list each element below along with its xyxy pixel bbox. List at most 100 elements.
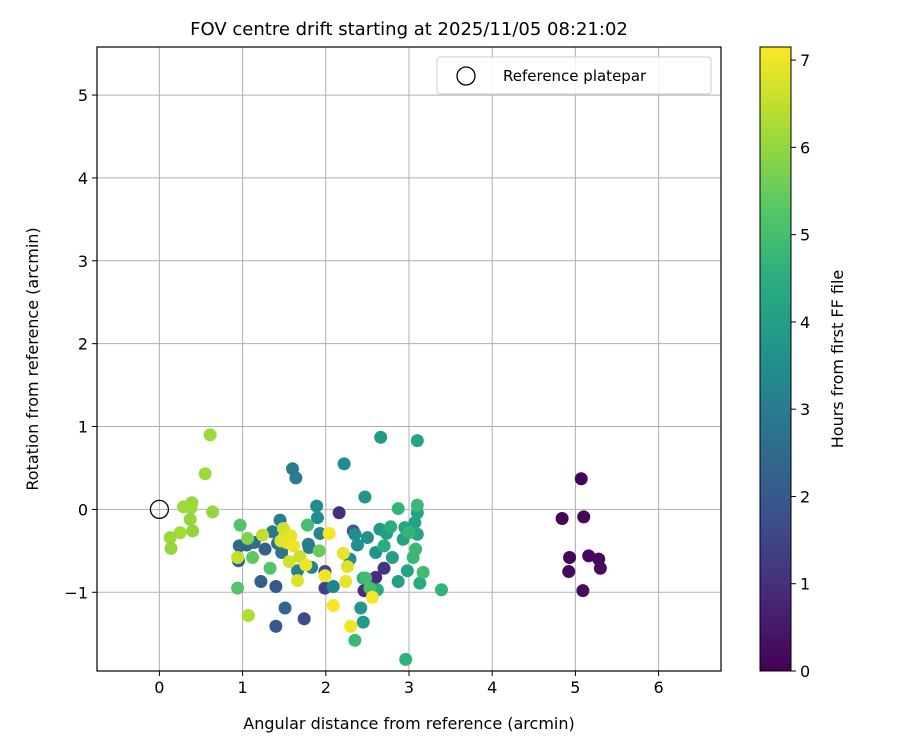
data-point [254, 575, 268, 589]
data-point [400, 564, 414, 578]
data-point [562, 565, 576, 579]
colorbar-ticks: 0 1 2 3 4 5 6 7 [791, 51, 810, 681]
x-tick-label: 1 [238, 678, 248, 697]
data-point [348, 527, 362, 541]
colorbar-tick-label: 2 [800, 487, 810, 506]
data-point [284, 529, 298, 543]
y-tick-label: 5 [78, 86, 88, 105]
data-point [318, 569, 332, 583]
data-point [574, 472, 588, 486]
data-point [385, 550, 399, 564]
grid [97, 47, 721, 671]
reference-platepar-marker [149, 499, 170, 520]
data-point [344, 619, 358, 633]
colorbar-gradient [759, 46, 792, 672]
colorbar-tick-label: 4 [800, 313, 810, 332]
y-axis-label: Rotation from reference (arcmin) [23, 227, 42, 490]
data-point [409, 542, 423, 556]
data-point [354, 601, 368, 615]
data-point [313, 526, 327, 540]
data-point [340, 560, 354, 574]
data-point [326, 599, 340, 613]
x-axis-label: Angular distance from reference (arcmin) [243, 714, 574, 733]
legend-label: Reference platepar [503, 67, 647, 85]
x-tick-label: 2 [321, 678, 331, 697]
data-point [302, 541, 316, 555]
data-point [233, 518, 247, 532]
colorbar-label: Hours from first FF file [828, 270, 847, 449]
data-point [269, 579, 283, 593]
data-point [369, 570, 383, 584]
y-tick-label: 4 [78, 169, 88, 188]
data-point [350, 538, 364, 552]
data-point [377, 561, 391, 575]
colorbar-tick-label: 5 [800, 226, 810, 245]
data-point [206, 505, 220, 519]
data-point [177, 500, 191, 514]
colorbar-tick-label: 6 [800, 138, 810, 157]
data-point [593, 561, 607, 575]
data-point [391, 575, 405, 589]
colorbar-tick-label: 1 [800, 575, 810, 594]
data-point [266, 525, 280, 539]
data-point [326, 579, 340, 593]
data-point [278, 601, 292, 615]
y-tick-label: 3 [78, 252, 88, 271]
data-point [399, 652, 413, 666]
colorbar-tick-label: 0 [800, 662, 810, 681]
data-point [391, 502, 405, 516]
data-point [241, 531, 255, 545]
data-point [231, 550, 245, 564]
x-axis-ticks: 0 1 2 3 4 5 6 [154, 671, 664, 697]
data-point [384, 520, 398, 534]
data-point [282, 555, 296, 569]
data-point [332, 506, 346, 520]
data-point [337, 457, 351, 471]
data-point [310, 499, 324, 513]
x-tick-label: 0 [154, 678, 164, 697]
x-tick-label: 6 [654, 678, 664, 697]
data-point [291, 574, 305, 588]
y-tick-label: 1 [78, 418, 88, 437]
colorbar-tick-label: 7 [800, 51, 810, 70]
data-point [339, 575, 353, 589]
y-tick-label: 0 [78, 500, 88, 519]
data-point [413, 576, 427, 590]
data-point [164, 541, 178, 555]
data-point [275, 545, 289, 559]
data-points [163, 428, 607, 666]
legend: Reference platepar [436, 56, 712, 95]
data-point [258, 542, 272, 556]
data-point [365, 590, 379, 604]
x-tick-label: 5 [570, 678, 580, 697]
legend-marker-hollow-circle [456, 66, 476, 86]
data-point [410, 498, 424, 512]
data-point [246, 550, 260, 564]
data-point [231, 581, 245, 595]
y-axis-ticks: −1 0 1 2 3 4 5 [64, 86, 97, 602]
data-point [582, 549, 596, 563]
data-point [186, 524, 200, 538]
data-point [300, 518, 314, 532]
data-point [356, 615, 370, 629]
data-point [256, 528, 270, 542]
data-point [203, 428, 217, 442]
data-point [183, 512, 197, 526]
data-point [173, 526, 187, 540]
data-point [410, 434, 424, 448]
data-point [377, 539, 391, 553]
x-tick-label: 3 [404, 678, 414, 697]
data-point [286, 539, 300, 553]
data-point [297, 612, 311, 626]
data-point [299, 558, 313, 572]
data-point [416, 565, 430, 579]
data-point [563, 550, 577, 564]
data-point [408, 516, 422, 530]
colorbar-tick-label: 3 [800, 400, 810, 419]
data-point [577, 510, 591, 524]
x-tick-label: 4 [487, 678, 497, 697]
data-point [336, 546, 350, 560]
data-point [374, 430, 388, 444]
legend-box [436, 56, 712, 95]
